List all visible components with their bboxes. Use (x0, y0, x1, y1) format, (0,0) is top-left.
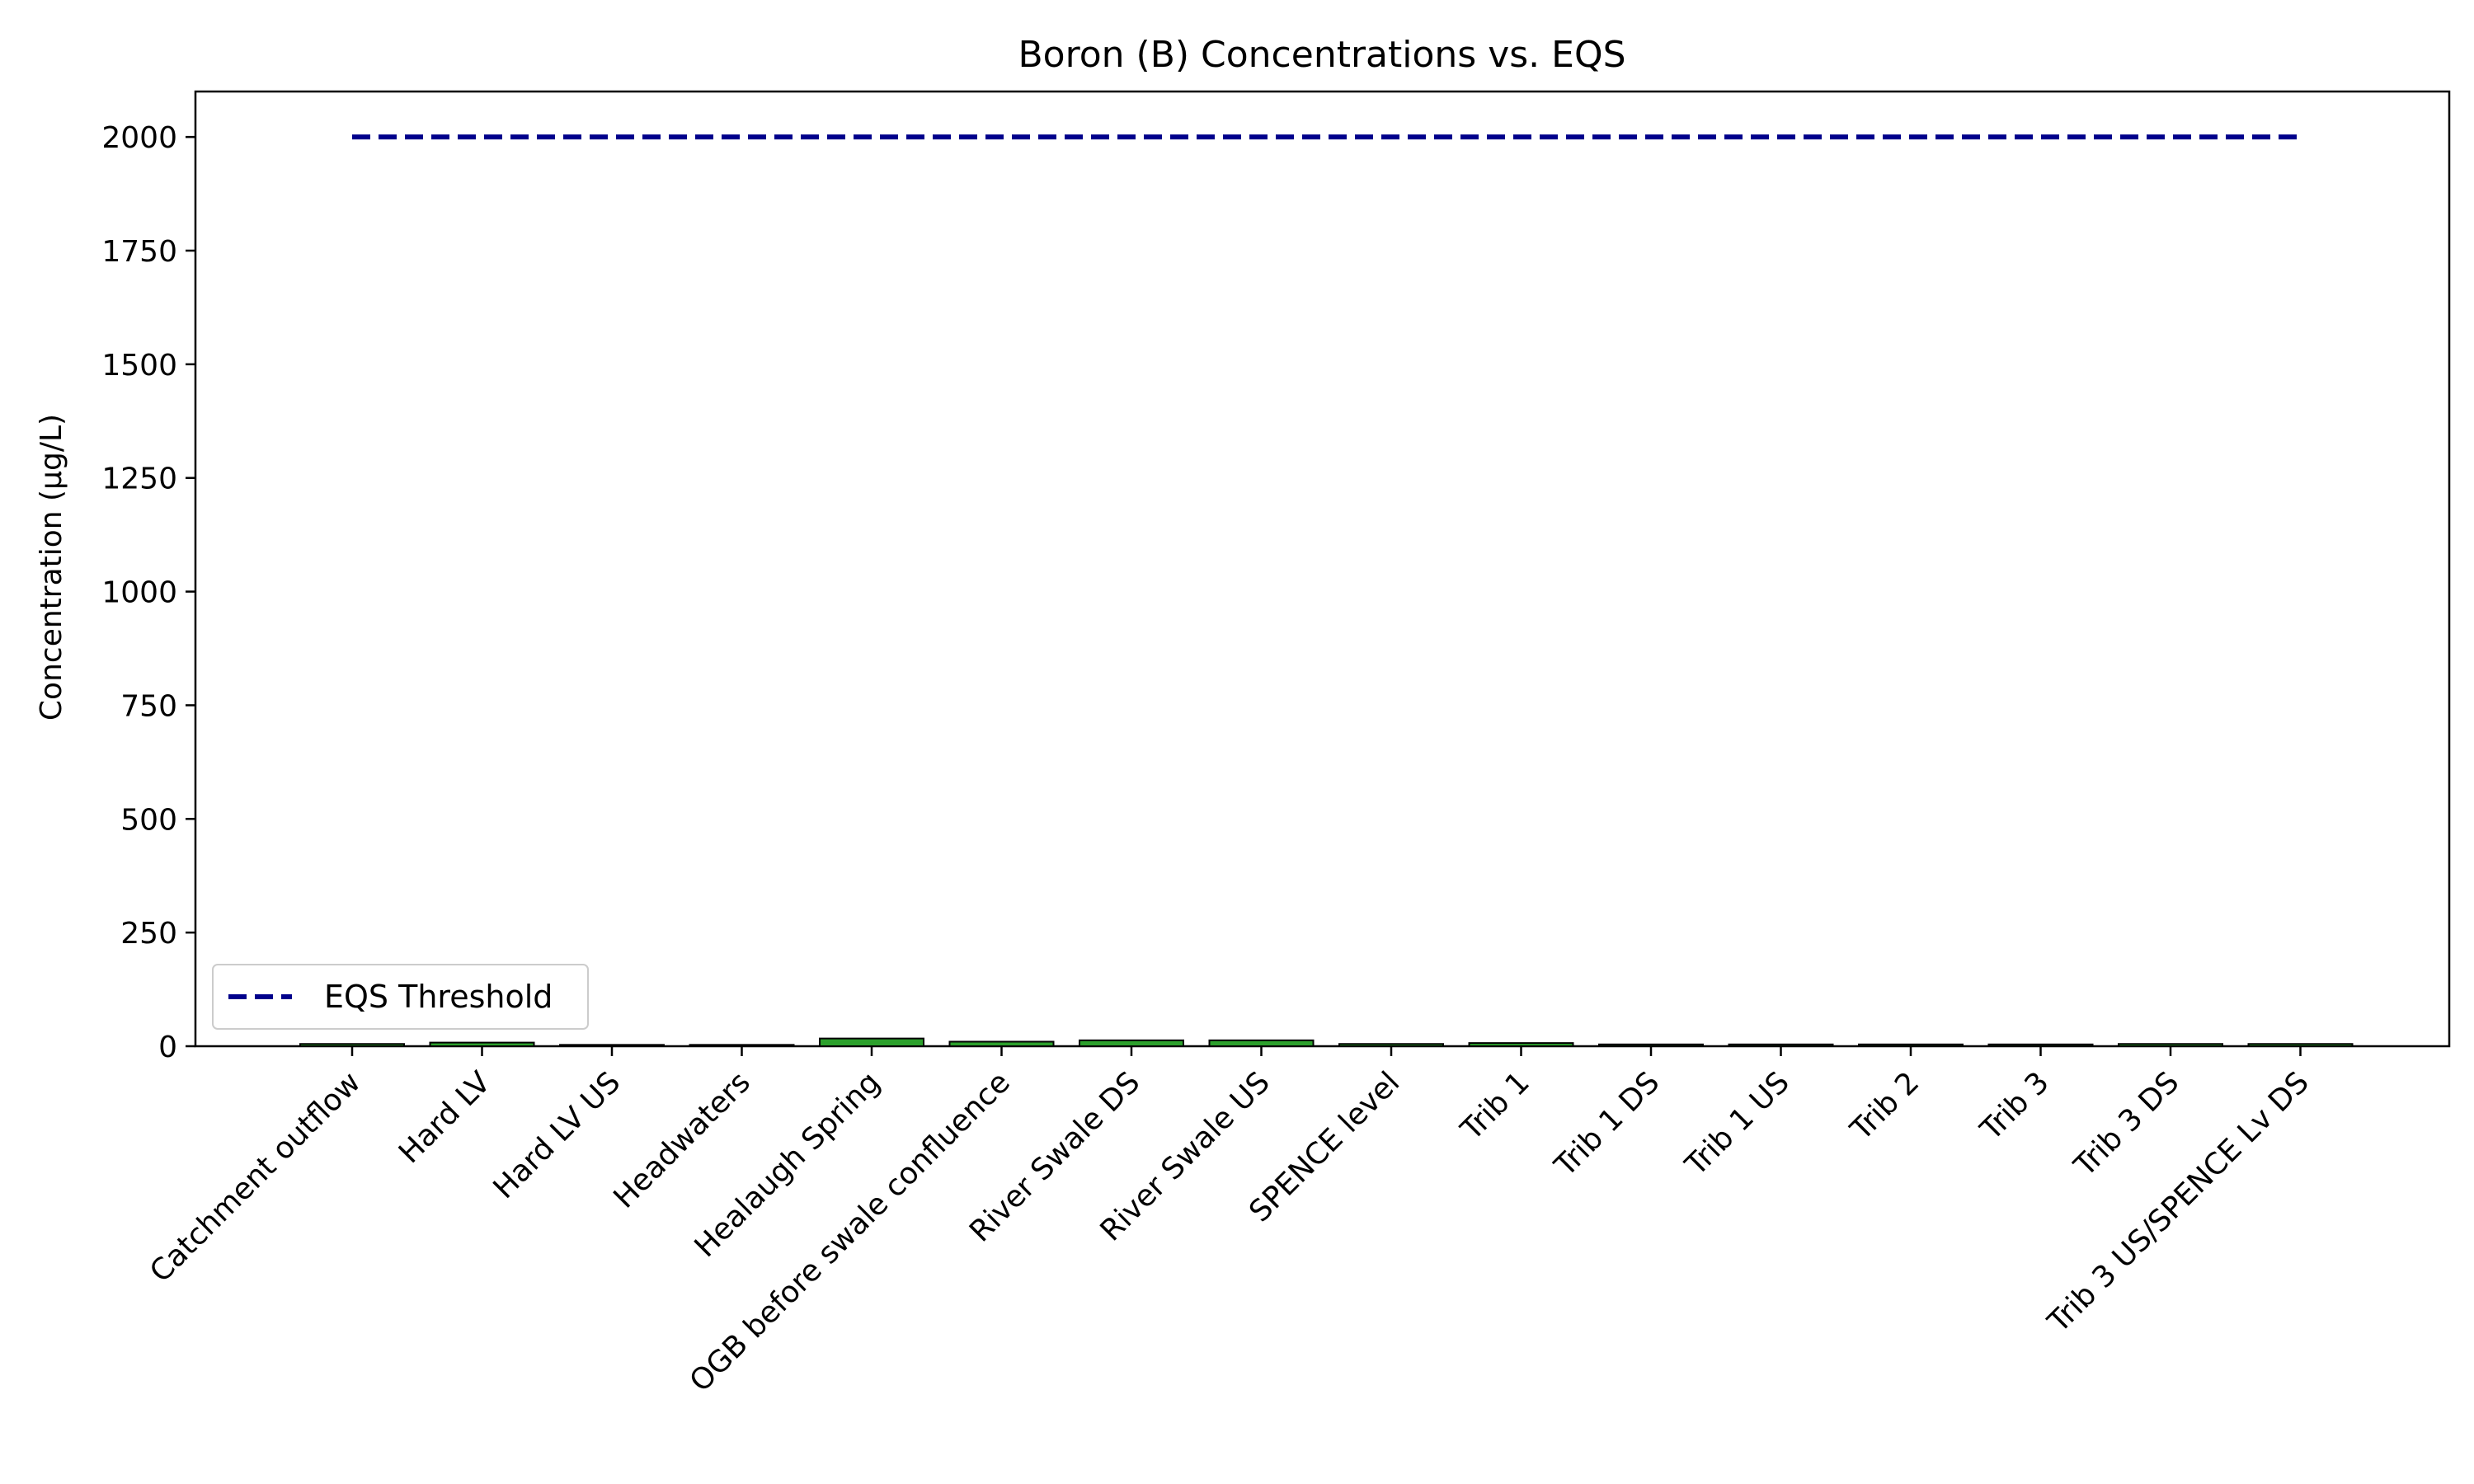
bar (819, 1037, 924, 1048)
bar (429, 1041, 535, 1048)
y-tick-label: 1750 (101, 235, 177, 269)
legend-threshold-label: EQS Threshold (324, 979, 553, 1015)
bar (1468, 1042, 1574, 1048)
y-tick-label: 500 (120, 803, 177, 837)
y-tick-label: 250 (120, 917, 177, 951)
plot-frame (194, 90, 2451, 1048)
bar (1728, 1043, 1834, 1048)
bar (1338, 1043, 1444, 1047)
y-axis-title: Concentration (µg/L) (35, 414, 68, 721)
legend: EQS Threshold (212, 964, 589, 1030)
bar (1208, 1039, 1315, 1047)
y-tick-label: 750 (120, 689, 177, 723)
bar (559, 1044, 665, 1047)
y-tick-label: 2000 (101, 121, 177, 155)
chart-title: Boron (B) Concentrations vs. EQS (1018, 34, 1626, 76)
bar (2118, 1043, 2223, 1047)
legend-box (212, 964, 589, 1030)
bar (2247, 1043, 2354, 1047)
y-tick-label: 1250 (101, 463, 177, 496)
y-tick-label: 1500 (101, 349, 177, 383)
y-tick-label: 0 (158, 1031, 177, 1064)
bar (299, 1043, 405, 1047)
plot-area (194, 90, 2451, 1048)
bar (1987, 1043, 2094, 1048)
bar (948, 1040, 1055, 1048)
bar (689, 1044, 795, 1047)
bar (1079, 1039, 1184, 1047)
bar (1598, 1043, 1704, 1048)
y-tick-label: 1000 (101, 576, 177, 610)
y-axis: 0 250 500 750 1000 1250 1500 1750 2000 (101, 121, 195, 1064)
bar (1858, 1043, 1964, 1048)
